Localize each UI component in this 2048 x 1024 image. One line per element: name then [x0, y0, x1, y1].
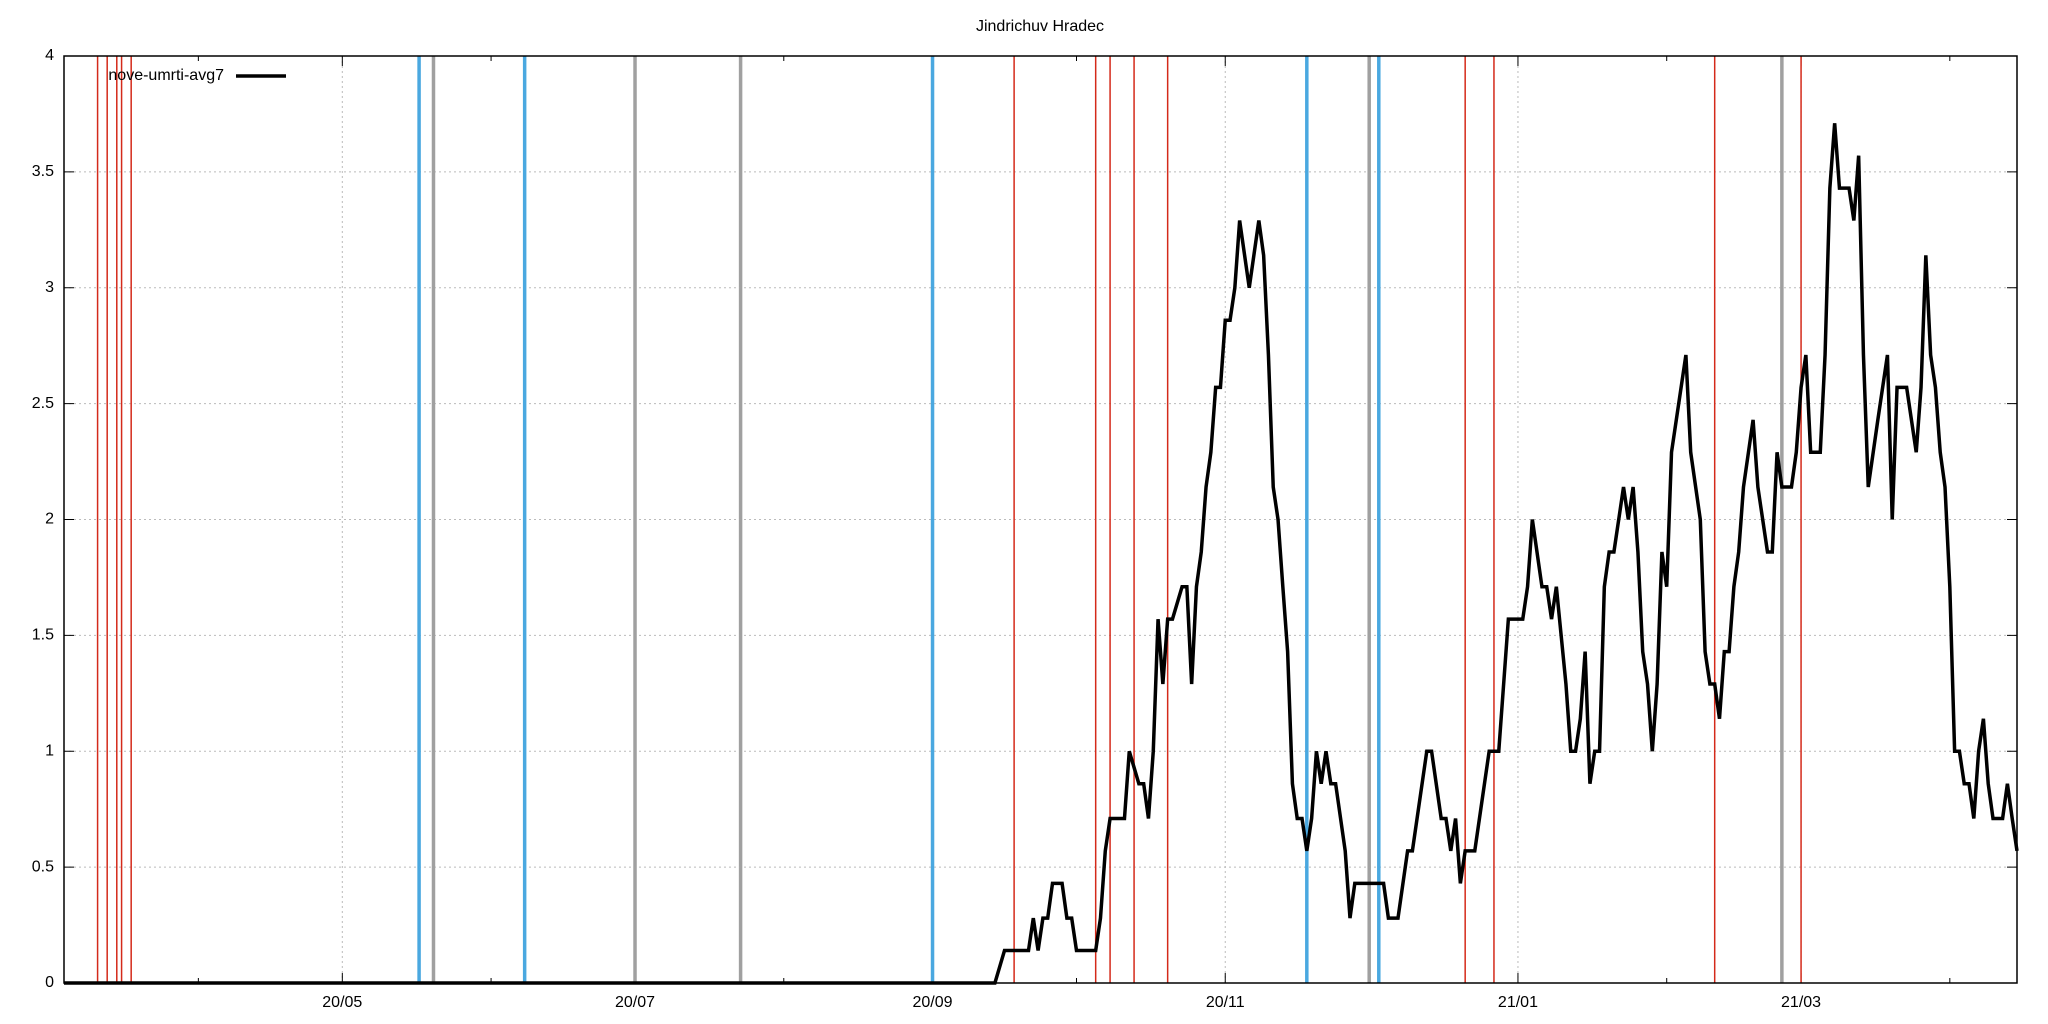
x-tick-label: 20/07: [615, 994, 655, 1011]
x-tick-label: 20/11: [1206, 994, 1245, 1011]
legend-label: nove-umrti-avg7: [108, 67, 224, 84]
y-tick-label: 1: [45, 742, 54, 759]
y-tick-label: 1.5: [32, 627, 54, 644]
y-tick-label: 3: [45, 279, 54, 296]
plot-frame: [63, 55, 2018, 984]
y-tick-label: 0: [45, 974, 54, 991]
y-tick-label: 0.5: [32, 858, 54, 875]
x-tick-label: 20/09: [913, 994, 953, 1011]
x-tick-label: 21/01: [1498, 994, 1538, 1011]
y-tick-label: 3.5: [32, 163, 54, 180]
y-tick-label: 2.5: [32, 395, 54, 412]
x-tick-label: 20/05: [322, 994, 362, 1011]
y-tick-label: 2: [45, 511, 54, 528]
chart-title: Jindrichuv Hradec: [976, 18, 1104, 35]
y-tick-label: 4: [45, 47, 54, 64]
data-line: [64, 123, 2019, 985]
x-tick-label: 21/03: [1781, 994, 1821, 1011]
